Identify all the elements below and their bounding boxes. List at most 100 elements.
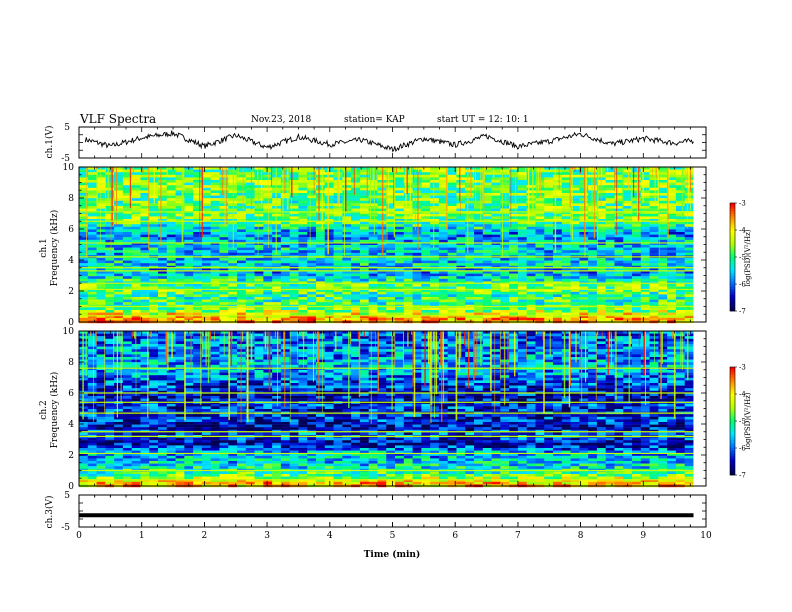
spectrogram-cell — [201, 263, 212, 266]
spectrogram-cell — [456, 208, 466, 212]
spectrogram-cell — [219, 219, 229, 222]
spectrogram-cell — [289, 172, 299, 175]
spectrogram-cell — [509, 341, 519, 345]
spectrogram-cell — [421, 208, 431, 212]
spectrogram-cell — [324, 317, 334, 321]
spectrogram-cell — [237, 221, 247, 225]
spectrogram-cell — [316, 203, 326, 207]
spectrogram-cell — [219, 276, 229, 279]
spectrogram-cell — [228, 312, 238, 316]
spectrogram-cell — [596, 315, 607, 318]
spectrogram-cell — [421, 245, 431, 248]
spectrogram-cell — [131, 174, 141, 178]
spectrogram-cell — [307, 341, 317, 345]
spectrogram-cell — [175, 302, 185, 305]
spectrogram-cell — [386, 185, 396, 188]
spectrogram-cell — [254, 268, 264, 272]
spectrogram-cell — [456, 229, 466, 233]
spectrogram-cell — [509, 242, 519, 246]
spectrogram-cell — [667, 219, 677, 222]
spectrogram-cell — [491, 294, 501, 298]
spectrogram-cell — [517, 208, 528, 212]
spectrogram-cell — [561, 185, 571, 188]
spectrogram-cell — [263, 229, 273, 233]
spectrogram-cell — [149, 263, 159, 266]
spectrogram-cell — [570, 299, 580, 303]
spectrogram-cell — [421, 206, 431, 209]
spectrogram-cell — [579, 299, 589, 303]
spectrogram-cell — [333, 252, 343, 256]
spectrogram-cell — [219, 237, 229, 240]
spectrogram-cell — [579, 232, 589, 235]
spectrogram-cell — [561, 263, 571, 266]
spectrogram-cell — [149, 258, 159, 261]
spectrogram-cell — [289, 289, 299, 292]
spectrogram-cell — [553, 252, 563, 256]
spectrogram-cell — [526, 312, 536, 316]
spectrogram-cell — [465, 211, 475, 214]
spectrogram-cell — [316, 299, 326, 303]
spectrogram-cell — [307, 312, 317, 316]
spectrogram-cell — [359, 187, 370, 191]
spectrogram-cell — [79, 297, 89, 300]
spectrogram-cell — [605, 177, 615, 181]
spectrogram-cell — [333, 226, 343, 230]
spectrogram-cell — [509, 182, 519, 186]
spectrogram-cell — [614, 336, 624, 339]
spectrogram-cell — [193, 263, 203, 266]
spectrogram-cell — [553, 307, 563, 311]
spectrogram-cell — [386, 232, 396, 235]
spectrogram-cell — [298, 182, 308, 186]
spectrogram-cell — [456, 276, 466, 279]
spectrogram-cell — [237, 174, 247, 178]
spectrogram-cell — [623, 302, 633, 305]
spectrogram-cell — [254, 294, 264, 298]
spectrogram-cell — [500, 187, 510, 191]
spectrogram-cell — [623, 333, 633, 337]
spectrogram-cell — [105, 242, 115, 246]
spectrogram-cell — [324, 331, 334, 334]
spectrogram-cell — [526, 276, 536, 279]
spectrogram-cell — [140, 336, 150, 339]
spectrogram-cell — [166, 190, 176, 194]
spectrogram-cell — [649, 185, 659, 188]
spectrogram-cell — [561, 229, 571, 233]
spectrogram-cell — [87, 177, 97, 181]
spectrogram-cell — [474, 167, 484, 170]
spectrogram-cell — [342, 232, 352, 235]
spectrogram-cell — [333, 206, 343, 209]
spectrogram-cell — [588, 333, 598, 337]
spectrogram-cell — [526, 200, 536, 204]
spectrogram-cell — [105, 167, 115, 170]
spectrogram-cell — [667, 221, 677, 225]
spectrogram-cell — [684, 245, 694, 248]
spectrogram-cell — [316, 226, 326, 230]
spectrogram-cell — [280, 211, 291, 214]
spectrogram-cell — [272, 297, 282, 300]
spectrogram-cell — [131, 167, 141, 170]
spectrogram-cell — [465, 260, 475, 264]
spectrogram-cell — [491, 271, 501, 274]
spectrogram-cell — [509, 273, 519, 277]
spectrogram-cell — [158, 247, 168, 251]
spectrogram-cell — [526, 299, 536, 303]
spectrogram-cell — [131, 203, 141, 207]
spectrogram-cell — [456, 268, 466, 272]
spectrogram-cell — [96, 232, 106, 235]
spectrogram-cell — [632, 310, 642, 313]
spectrogram-cell — [175, 174, 185, 178]
spectrogram-cell — [386, 302, 396, 305]
spectrogram-cell — [649, 294, 659, 298]
spectrogram-cell — [675, 172, 686, 175]
spectrogram-cell — [175, 294, 185, 298]
spectrogram-cell — [421, 221, 431, 225]
spectrogram-cell — [316, 333, 326, 337]
spectrogram-cell — [368, 185, 378, 188]
spectrogram-cell — [535, 247, 545, 251]
spectrogram-cell — [500, 185, 510, 188]
spectrogram-cell — [245, 174, 255, 178]
spectrogram-cell — [430, 190, 440, 194]
spectrogram-cell — [570, 232, 580, 235]
spectrogram-cell — [517, 286, 528, 290]
spectrogram-cell — [166, 341, 176, 345]
